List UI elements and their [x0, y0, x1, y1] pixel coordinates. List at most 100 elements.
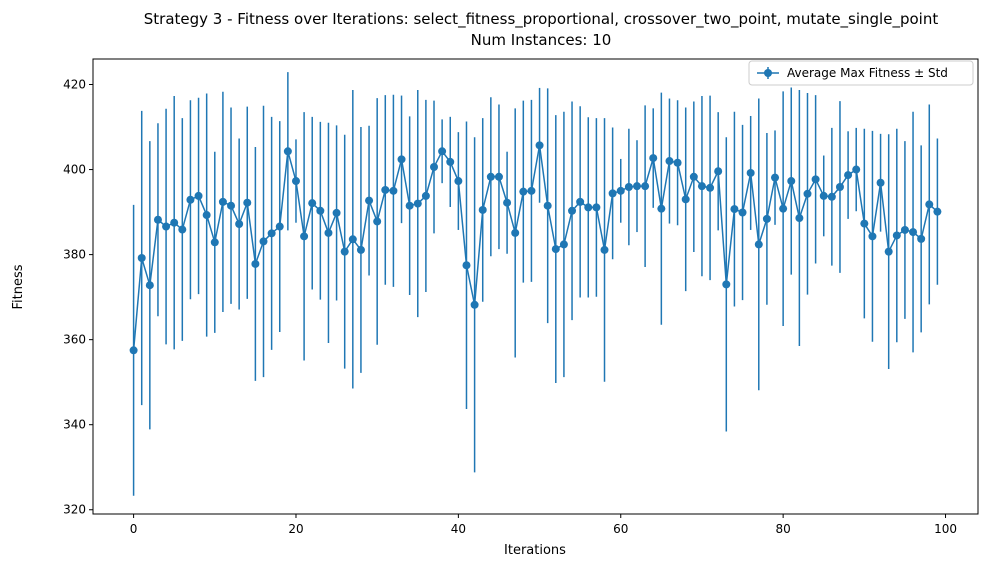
data-point: [235, 219, 244, 228]
plot-frame: [92, 58, 979, 515]
data-point: [243, 198, 252, 207]
data-point: [413, 199, 422, 208]
data-point: [706, 183, 715, 192]
data-point: [811, 175, 820, 184]
y-tick-label: 420: [63, 78, 86, 92]
y-tick-label: 360: [63, 333, 86, 347]
x-tick-label: 80: [775, 522, 790, 536]
data-point: [730, 205, 739, 214]
data-point: [624, 182, 633, 191]
data-point: [819, 191, 828, 200]
data-point: [697, 182, 706, 191]
data-point: [616, 186, 625, 195]
data-point: [316, 206, 325, 215]
data-point: [592, 203, 601, 212]
data-point: [551, 245, 560, 254]
data-point: [649, 154, 658, 163]
data-point: [909, 228, 918, 237]
data-point: [332, 208, 341, 217]
x-tick-label: 100: [934, 522, 957, 536]
data-point: [251, 259, 260, 268]
data-point: [494, 172, 503, 181]
data-point: [844, 171, 853, 180]
data-point: [511, 228, 520, 237]
data-point: [283, 147, 292, 156]
data-point: [381, 185, 390, 194]
data-point: [356, 245, 365, 254]
y-axis-label: Fitness: [11, 264, 26, 309]
data-point: [178, 225, 187, 234]
data-point: [210, 238, 219, 247]
data-point: [478, 205, 487, 214]
data-point: [454, 177, 463, 186]
x-tick-label: 40: [451, 522, 466, 536]
data-point: [389, 186, 398, 195]
legend: Average Max Fitness ± Std: [748, 60, 974, 86]
data-point: [746, 168, 755, 177]
error-bars: [132, 72, 939, 496]
data-point: [600, 245, 609, 254]
data-point: [795, 214, 804, 223]
data-point: [227, 201, 236, 210]
chart-title: Strategy 3 - Fitness over Iterations: se…: [144, 10, 939, 29]
data-point: [608, 189, 617, 198]
data-point: [884, 247, 893, 256]
data-point: [868, 232, 877, 241]
data-point: [186, 195, 195, 204]
data-point: [324, 228, 333, 237]
x-tick-label: 0: [130, 522, 138, 536]
data-point: [933, 207, 942, 216]
data-point: [373, 217, 382, 226]
data-point: [738, 208, 747, 217]
x-tick-label: 20: [288, 522, 303, 536]
data-point: [779, 204, 788, 213]
chart-subtitle: Num Instances: 10: [471, 31, 612, 49]
data-point: [421, 191, 430, 200]
data-point: [438, 147, 447, 156]
legend-marker-sample: [764, 69, 772, 77]
data-point: [486, 172, 495, 181]
data-point: [722, 280, 731, 289]
data-point: [900, 225, 909, 234]
data-point: [673, 158, 682, 167]
y-tick-label: 320: [63, 503, 86, 517]
data-point: [584, 203, 593, 212]
data-point: [308, 199, 317, 208]
data-point: [876, 178, 885, 187]
data-point: [576, 197, 585, 206]
data-point: [925, 200, 934, 209]
data-point: [291, 177, 300, 186]
data-point: [665, 157, 674, 166]
data-point: [275, 222, 284, 231]
data-point: [470, 300, 479, 309]
data-point: [519, 187, 528, 196]
data-point: [543, 201, 552, 210]
y-tick-label: 340: [63, 418, 86, 432]
data-point: [462, 261, 471, 270]
data-point: [340, 247, 349, 256]
data-point: [559, 240, 568, 249]
data-point: [892, 231, 901, 240]
data-point: [852, 165, 861, 174]
data-point: [129, 346, 138, 355]
y-tick-label: 380: [63, 248, 86, 262]
data-point: [835, 182, 844, 191]
data-point: [267, 229, 276, 238]
data-point: [162, 222, 171, 231]
data-point: [153, 215, 162, 224]
data-point: [259, 237, 268, 246]
plot-area: [129, 72, 942, 496]
data-point: [503, 198, 512, 207]
data-point: [137, 254, 146, 263]
data-point: [202, 211, 211, 220]
legend-box: [748, 60, 974, 86]
data-point: [827, 192, 836, 201]
legend-label: Average Max Fitness ± Std: [787, 66, 948, 80]
x-axis: 0 20 40 60 80 100: [130, 514, 957, 536]
data-point: [771, 173, 780, 182]
series-markers: [129, 141, 942, 355]
data-point: [787, 177, 796, 186]
data-point: [860, 219, 869, 228]
x-axis-label: Iterations: [504, 543, 566, 558]
data-point: [194, 191, 203, 200]
